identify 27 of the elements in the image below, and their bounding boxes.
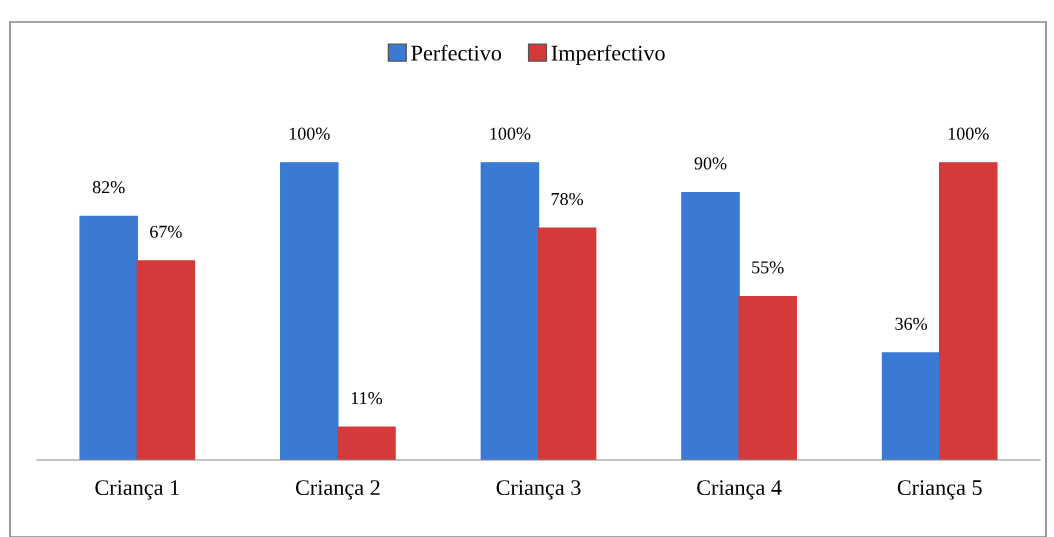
bar: [136, 260, 196, 460]
bar: [939, 162, 998, 460]
data-label: 90%: [694, 157, 727, 170]
data-label: 67%: [150, 225, 182, 238]
x-tick-label: Criança 1: [95, 480, 179, 500]
x-tick-label: Criança 5: [897, 480, 982, 500]
x-tick-label: Criança 2: [295, 480, 380, 500]
data-label: 82%: [92, 181, 125, 194]
bar: [280, 162, 339, 460]
x-tick-label: Criança 4: [697, 480, 782, 500]
bar: [537, 227, 597, 460]
bar: [337, 426, 396, 460]
data-label: 36%: [895, 317, 928, 330]
data-label: 78%: [551, 192, 584, 206]
bar: [480, 162, 540, 460]
data-label: 11%: [351, 392, 383, 405]
data-label: 100%: [289, 127, 330, 140]
bar: [79, 215, 138, 460]
data-label: 100%: [490, 127, 531, 140]
x-tick-label: Criança 3: [496, 480, 581, 500]
bar: [881, 352, 941, 460]
legend-label: Perfectivo: [411, 44, 502, 61]
bar: [738, 295, 797, 460]
legend-label: Imperfectivo: [551, 44, 665, 66]
bar: [681, 191, 740, 460]
data-label: 100%: [948, 127, 989, 140]
data-label: 55%: [752, 261, 784, 274]
